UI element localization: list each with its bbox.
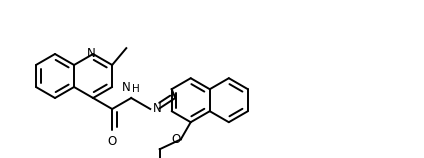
Text: N: N <box>121 81 130 94</box>
Text: O: O <box>108 135 117 148</box>
Text: N: N <box>153 103 162 115</box>
Text: N: N <box>87 46 95 60</box>
Text: O: O <box>172 133 181 146</box>
Text: H: H <box>132 84 140 94</box>
